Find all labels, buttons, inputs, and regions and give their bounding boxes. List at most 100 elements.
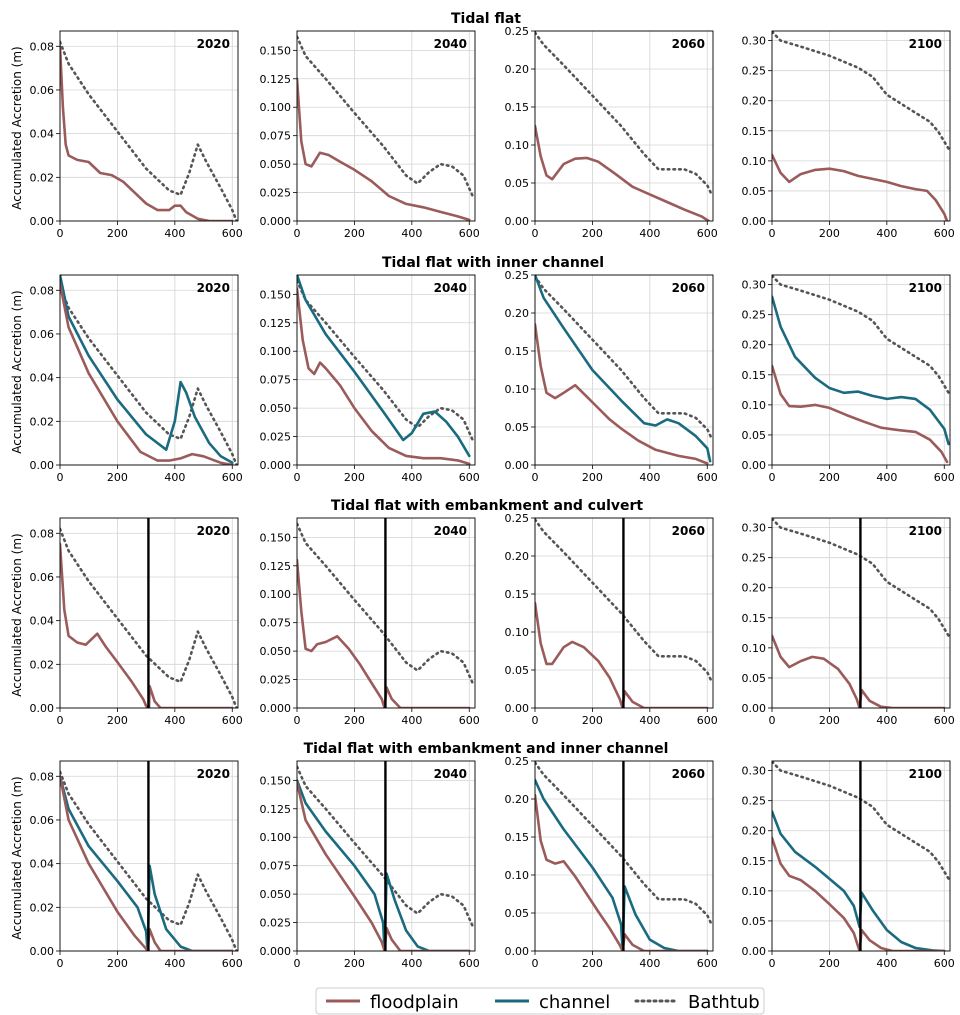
channel-line-r3-2060 bbox=[535, 778, 709, 951]
y-tick-label-r3-2100-1: 0.05 bbox=[742, 915, 767, 928]
y-tick-label-r0-2100-1: 0.05 bbox=[742, 185, 767, 198]
y-tick-label-r1-2040-3: 0.075 bbox=[260, 374, 292, 387]
y-axis-label-1: Accumulated Accretion (m) bbox=[10, 290, 24, 453]
year-label-r0-2100: 2100 bbox=[909, 37, 942, 51]
y-tick-label-r3-2100-2: 0.10 bbox=[742, 885, 767, 898]
y-tick-label-r0-2100-0: 0.00 bbox=[742, 215, 767, 228]
floodplain-line-r0-2060 bbox=[535, 124, 710, 221]
y-tick-label-r2-2020-3: 0.06 bbox=[30, 571, 55, 584]
y-tick-label-r0-2040-0: 0.000 bbox=[260, 215, 292, 228]
series-r1-2040 bbox=[297, 275, 475, 465]
y-tick-label-r3-2040-6: 0.150 bbox=[260, 774, 292, 787]
y-tick-label-r2-2040-1: 0.025 bbox=[260, 674, 292, 687]
y-tick-label-r0-2100-6: 0.30 bbox=[742, 35, 767, 48]
series-r3-2020 bbox=[60, 761, 238, 951]
y-tick-label-r0-2060-3: 0.15 bbox=[505, 101, 530, 114]
plot-area-r0-2100 bbox=[772, 31, 950, 221]
panel-r0-2020: 0 200 400 600 0.00 0.02 0.04 0.06 0.08 2020 bbox=[30, 30, 243, 240]
year-label-r3-2040: 2040 bbox=[434, 767, 467, 781]
panel-r3-2060: 0 200 400 600 0.00 0.05 0.10 0.15 0.20 0.25 2060 bbox=[505, 755, 718, 970]
x-tick-label-r0-2040-400: 400 bbox=[401, 227, 422, 240]
y-tick-label-r1-2100-6: 0.30 bbox=[742, 279, 767, 292]
x-tick-label-r2-2060-0: 0 bbox=[532, 714, 539, 727]
y-tick-label-r2-2100-0: 0.00 bbox=[742, 702, 767, 715]
x-tick-label-r1-2020-400: 400 bbox=[164, 471, 185, 484]
y-tick-label-r1-2040-4: 0.100 bbox=[260, 345, 292, 358]
frame-r0-2040 bbox=[296, 30, 476, 222]
row-title-0: Tidal flat bbox=[451, 11, 521, 27]
series-r1-2100 bbox=[772, 275, 950, 464]
floodplain-line-r2-2060 bbox=[535, 601, 709, 708]
plot-area-r1-2060 bbox=[535, 275, 713, 465]
year-label-r2-2020: 2020 bbox=[197, 524, 230, 538]
floodplain-line-r2-2040 bbox=[297, 558, 471, 708]
y-tick-label-r0-2020-2: 0.04 bbox=[30, 128, 55, 141]
y-tick-label-r1-2040-0: 0.000 bbox=[260, 459, 292, 472]
series-r3-2060 bbox=[535, 761, 713, 951]
y-tick-label-r2-2060-5: 0.25 bbox=[505, 512, 530, 525]
y-tick-label-r2-2060-0: 0.00 bbox=[505, 702, 530, 715]
floodplain-line-r0-2040 bbox=[297, 77, 471, 221]
y-tick-label-r2-2100-2: 0.10 bbox=[742, 642, 767, 655]
panel-r2-2020: 0 200 400 600 0.00 0.02 0.04 0.06 0.08 2020 bbox=[30, 517, 243, 727]
y-tick-label-r0-2020-1: 0.02 bbox=[30, 171, 55, 184]
y-tick-label-r0-2040-4: 0.100 bbox=[260, 101, 292, 114]
floodplain-line-r3-2060 bbox=[535, 793, 709, 951]
bathtub-line-r3-2040 bbox=[297, 765, 475, 930]
legend-label-bathtub: Bathtub bbox=[688, 992, 760, 1013]
y-tick-label-r3-2060-5: 0.25 bbox=[505, 755, 530, 768]
floodplain-line-r3-2020 bbox=[60, 775, 234, 951]
x-tick-label-r1-2040-600: 600 bbox=[459, 471, 480, 484]
year-label-r1-2020: 2020 bbox=[197, 281, 230, 295]
x-tick-label-r0-2060-400: 400 bbox=[639, 227, 660, 240]
bathtub-line-r2-2060 bbox=[535, 518, 713, 683]
panel-r3-2040: 0 200 400 600 0.000 0.025 0.050 0.075 0.100 0.125… bbox=[260, 760, 480, 970]
x-tick-label-r2-2040-600: 600 bbox=[459, 714, 480, 727]
y-tick-label-r1-2100-4: 0.20 bbox=[742, 339, 767, 352]
y-tick-label-r2-2040-5: 0.125 bbox=[260, 560, 292, 573]
floodplain-line-r1-2040 bbox=[297, 287, 471, 465]
x-tick-label-r3-2020-0: 0 bbox=[57, 957, 64, 970]
y-tick-label-r0-2040-6: 0.150 bbox=[260, 44, 292, 57]
x-tick-label-r0-2100-0: 0 bbox=[769, 227, 776, 240]
x-tick-label-r2-2100-400: 400 bbox=[876, 714, 897, 727]
y-tick-label-r3-2020-4: 0.08 bbox=[30, 770, 55, 783]
frame-r3-2060 bbox=[534, 760, 714, 952]
floodplain-line-r1-2100 bbox=[772, 364, 949, 464]
floodplain-line-r0-2100 bbox=[772, 153, 949, 221]
y-tick-label-r3-2040-5: 0.125 bbox=[260, 803, 292, 816]
x-tick-label-r3-2040-600: 600 bbox=[459, 957, 480, 970]
x-tick-label-r3-2040-200: 200 bbox=[344, 957, 365, 970]
panel-r1-2100: 0 200 400 600 0.00 0.05 0.10 0.15 0.20 0.25 0.30 21… bbox=[742, 274, 955, 484]
floodplain-line-r0-2020 bbox=[60, 45, 234, 221]
floodplain-line-r2-2020 bbox=[60, 542, 234, 708]
y-tick-label-r2-2100-6: 0.30 bbox=[742, 522, 767, 535]
y-tick-label-r2-2040-2: 0.050 bbox=[260, 645, 292, 658]
y-tick-label-r2-2040-3: 0.075 bbox=[260, 617, 292, 630]
legend: floodplain channel Bathtub bbox=[315, 987, 765, 1015]
y-tick-label-r3-2100-6: 0.30 bbox=[742, 765, 767, 778]
y-tick-label-r2-2060-2: 0.10 bbox=[505, 626, 530, 639]
x-tick-label-r1-2040-0: 0 bbox=[294, 471, 301, 484]
y-tick-label-r1-2060-5: 0.25 bbox=[505, 269, 530, 282]
x-tick-label-r3-2020-600: 600 bbox=[222, 957, 243, 970]
y-tick-label-r1-2060-1: 0.05 bbox=[505, 421, 530, 434]
series-r0-2100 bbox=[772, 31, 950, 221]
x-tick-label-r2-2100-200: 200 bbox=[819, 714, 840, 727]
y-tick-label-r0-2060-4: 0.20 bbox=[505, 63, 530, 76]
frame-r1-2100 bbox=[771, 274, 951, 466]
x-tick-label-r2-2020-400: 400 bbox=[164, 714, 185, 727]
x-tick-label-r3-2100-400: 400 bbox=[876, 957, 897, 970]
row-title-1: Tidal flat with inner channel bbox=[382, 255, 604, 271]
y-tick-label-r1-2060-0: 0.00 bbox=[505, 459, 530, 472]
plot-area-r0-2040 bbox=[297, 31, 475, 221]
frame-r1-2060 bbox=[534, 274, 714, 466]
panel-r2-2040: 0 200 400 600 0.000 0.025 0.050 0.075 0.100 0.125… bbox=[260, 517, 480, 727]
panel-r0-2040: 0 200 400 600 0.000 0.025 0.050 0.075 0.100 0.125… bbox=[260, 30, 480, 240]
series-r2-2100 bbox=[772, 518, 950, 708]
series-r2-2040 bbox=[297, 518, 475, 708]
x-tick-label-r2-2060-600: 600 bbox=[697, 714, 718, 727]
x-tick-label-r0-2020-400: 400 bbox=[164, 227, 185, 240]
frame-r0-2020 bbox=[59, 30, 239, 222]
y-tick-label-r0-2100-3: 0.15 bbox=[742, 125, 767, 138]
